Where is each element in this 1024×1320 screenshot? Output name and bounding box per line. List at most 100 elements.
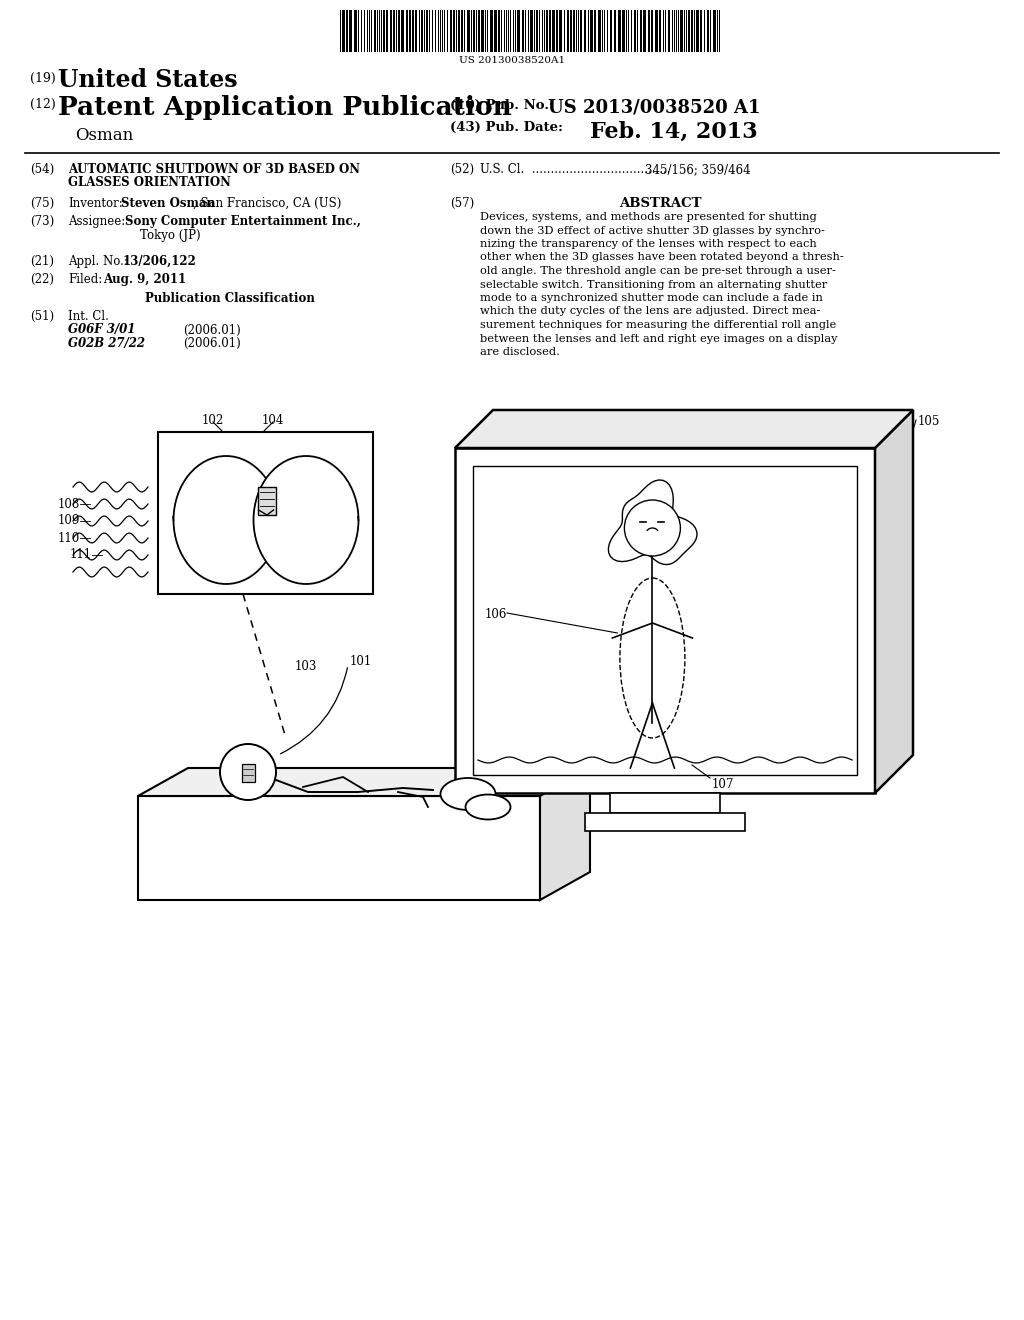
Text: which the duty cycles of the lens are adjusted. Direct mea-: which the duty cycles of the lens are ad… [480, 306, 820, 317]
Bar [707, 11, 709, 51]
Bar [691, 11, 693, 51]
Text: Aug. 9, 2011: Aug. 9, 2011 [103, 273, 186, 286]
Bar [386, 11, 388, 51]
Bar [258, 487, 276, 515]
Bar [467, 11, 470, 51]
Bar [618, 11, 621, 51]
Bar [648, 11, 650, 51]
Bar [585, 813, 745, 832]
Text: Patent Application Publication: Patent Application Publication [58, 95, 512, 120]
Bar [517, 11, 520, 51]
Text: Steven Osman: Steven Osman [121, 197, 215, 210]
Polygon shape [608, 480, 697, 565]
Bar [478, 11, 480, 51]
Text: Inventor:: Inventor: [68, 197, 123, 210]
Text: (19): (19) [30, 73, 55, 84]
Bar [580, 11, 582, 51]
Bar [634, 11, 636, 51]
Bar [536, 11, 538, 51]
Text: 109: 109 [58, 515, 80, 528]
Bar [453, 11, 455, 51]
Bar [696, 11, 699, 51]
Text: Filed:: Filed: [68, 273, 102, 286]
Polygon shape [540, 768, 590, 900]
Bar [490, 11, 493, 51]
Bar [680, 11, 683, 51]
Bar [401, 11, 404, 51]
Text: Assignee:: Assignee: [68, 215, 125, 228]
Bar [458, 11, 460, 51]
Bar [570, 11, 572, 51]
Circle shape [220, 744, 276, 800]
Bar [473, 11, 475, 51]
Text: down the 3D effect of active shutter 3D glasses by synchro-: down the 3D effect of active shutter 3D … [480, 226, 825, 235]
Bar [584, 11, 586, 51]
Text: Appl. No.:: Appl. No.: [68, 255, 128, 268]
Bar [556, 11, 558, 51]
Bar [640, 11, 642, 51]
Bar [138, 796, 540, 900]
Text: Publication Classification: Publication Classification [145, 292, 315, 305]
Text: (43) Pub. Date:: (43) Pub. Date: [450, 121, 563, 135]
Text: (2006.01): (2006.01) [183, 323, 241, 337]
Bar [594, 11, 596, 51]
Text: are disclosed.: are disclosed. [480, 347, 560, 356]
Bar [242, 764, 255, 781]
Text: surement techniques for measuring the differential roll angle: surement techniques for measuring the di… [480, 319, 837, 330]
Text: Sony Computer Entertainment Inc.,: Sony Computer Entertainment Inc., [125, 215, 360, 228]
Text: Int. Cl.: Int. Cl. [68, 310, 109, 323]
Ellipse shape [620, 578, 685, 738]
Text: (10) Pub. No.:: (10) Pub. No.: [450, 99, 554, 112]
Bar [494, 11, 497, 51]
Text: mode to a synchronized shutter mode can include a fade in: mode to a synchronized shutter mode can … [480, 293, 823, 304]
Text: 107: 107 [712, 777, 734, 791]
Text: 110: 110 [58, 532, 80, 544]
Bar [450, 11, 452, 51]
Polygon shape [874, 411, 913, 793]
Text: 102: 102 [202, 414, 224, 426]
Bar [559, 11, 562, 51]
Bar [481, 11, 484, 51]
Bar [473, 466, 857, 775]
Bar [590, 11, 593, 51]
Text: (73): (73) [30, 215, 54, 228]
Bar [346, 11, 348, 51]
Bar [455, 447, 874, 793]
Bar [522, 11, 524, 51]
Polygon shape [455, 411, 913, 447]
Text: , San Francisco, CA (US): , San Francisco, CA (US) [193, 197, 341, 210]
Text: Feb. 14, 2013: Feb. 14, 2013 [590, 121, 758, 143]
Text: 106: 106 [485, 609, 507, 620]
Bar [573, 11, 575, 51]
Text: Osman: Osman [75, 127, 133, 144]
Bar [668, 11, 670, 51]
Text: 103: 103 [295, 660, 317, 673]
Bar [643, 11, 646, 51]
Bar [688, 11, 690, 51]
Text: Devices, systems, and methods are presented for shutting: Devices, systems, and methods are presen… [480, 213, 817, 222]
Bar [398, 11, 400, 51]
Ellipse shape [440, 777, 496, 810]
Bar [383, 11, 385, 51]
Bar [567, 11, 569, 51]
Text: US 20130038520A1: US 20130038520A1 [459, 55, 565, 65]
Ellipse shape [254, 455, 358, 583]
Bar [546, 11, 548, 51]
Ellipse shape [173, 455, 279, 583]
Text: 104: 104 [262, 414, 285, 426]
Text: G06F 3/01: G06F 3/01 [68, 323, 135, 337]
Text: 111: 111 [70, 549, 92, 561]
Bar [530, 11, 534, 51]
Text: ABSTRACT: ABSTRACT [618, 197, 701, 210]
Bar [158, 432, 373, 594]
Text: (12): (12) [30, 98, 55, 111]
Bar [393, 11, 395, 51]
Bar [342, 11, 345, 51]
Bar [598, 11, 601, 51]
Bar [651, 11, 653, 51]
Text: United States: United States [58, 69, 238, 92]
Text: (51): (51) [30, 310, 54, 323]
Text: old angle. The threshold angle can be pre-set through a user-: old angle. The threshold angle can be pr… [480, 267, 836, 276]
Bar [610, 793, 720, 813]
Text: GLASSES ORIENTATION: GLASSES ORIENTATION [68, 177, 230, 190]
